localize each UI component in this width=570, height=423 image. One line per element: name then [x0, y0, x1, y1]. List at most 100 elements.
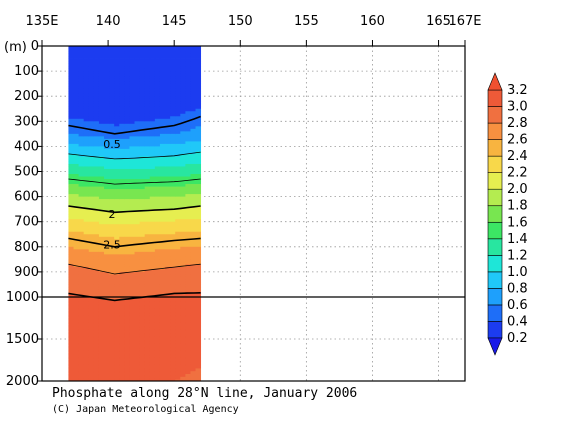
field-cell	[98, 58, 105, 62]
field-cell	[73, 375, 80, 378]
field-cell	[73, 313, 80, 316]
field-cell	[68, 244, 74, 248]
field-cell	[165, 289, 171, 293]
field-cell	[144, 304, 151, 306]
field-cell	[165, 186, 171, 190]
field-cell	[104, 136, 110, 140]
field-cell	[83, 209, 90, 213]
field-cell	[195, 330, 202, 333]
field-cell	[190, 276, 196, 280]
field-cell	[144, 336, 151, 338]
field-cell	[190, 224, 196, 228]
field-cell	[185, 88, 191, 92]
field-cell	[109, 113, 115, 117]
field-cell	[185, 101, 191, 105]
field-cell	[68, 371, 74, 373]
field-cell	[144, 334, 151, 337]
field-cell	[104, 239, 110, 243]
field-cell	[129, 325, 135, 327]
field-cell	[98, 151, 105, 155]
field-cell	[109, 375, 115, 378]
field-cell	[170, 196, 176, 200]
field-cell	[139, 229, 146, 233]
field-cell	[139, 357, 146, 359]
field-cell	[93, 234, 100, 238]
field-cell	[149, 96, 156, 100]
field-cell	[195, 319, 202, 322]
field-cell	[154, 214, 161, 218]
colorbar-segment	[487, 271, 503, 289]
field-cell	[129, 46, 135, 49]
field-cell	[73, 325, 80, 327]
field-cell	[83, 323, 90, 326]
field-cell	[180, 71, 186, 75]
field-cell	[165, 304, 171, 306]
field-cell	[88, 305, 95, 308]
field-cell	[144, 341, 151, 344]
field-cell	[114, 181, 120, 185]
y-tick-label: 100	[14, 64, 39, 79]
field-cell	[129, 106, 135, 110]
field-cell	[124, 286, 130, 290]
field-cell	[180, 131, 186, 135]
field-cell	[109, 226, 115, 230]
field-cell	[73, 51, 80, 54]
field-cell	[159, 320, 166, 323]
field-cell	[119, 313, 125, 316]
field-cell	[175, 281, 181, 285]
field-cell	[165, 249, 171, 253]
field-cell	[73, 249, 80, 253]
field-cell	[98, 372, 105, 375]
field-cell	[129, 332, 135, 334]
field-cell	[139, 351, 146, 354]
field-cell	[149, 343, 156, 345]
field-cell	[190, 184, 196, 187]
field-cell	[134, 96, 141, 100]
field-cell	[119, 369, 125, 372]
field-cell	[104, 133, 110, 137]
field-cell	[175, 266, 181, 270]
field-cell	[109, 346, 115, 348]
field-cell	[109, 256, 115, 260]
field-cell	[185, 343, 191, 345]
field-cell	[93, 357, 100, 359]
field-cell	[109, 186, 115, 190]
field-cell	[119, 362, 125, 365]
field-cell	[93, 322, 100, 324]
field-cell	[124, 214, 130, 218]
field-cell	[170, 374, 176, 376]
field-cell	[144, 234, 151, 238]
field-cell	[159, 181, 166, 185]
field-cell	[78, 191, 85, 195]
field-cell	[104, 98, 110, 102]
field-cell	[114, 302, 120, 305]
field-cell	[68, 357, 74, 359]
field-cell	[114, 286, 120, 290]
field-cell	[185, 348, 191, 351]
field-cell	[104, 266, 110, 270]
field-cell	[68, 73, 74, 77]
field-cell	[195, 374, 202, 376]
field-cell	[119, 221, 125, 225]
field-cell	[165, 96, 171, 100]
field-cell	[195, 372, 202, 375]
field-cell	[114, 204, 120, 208]
field-cell	[139, 306, 146, 309]
field-cell	[154, 201, 161, 205]
field-cell	[73, 301, 80, 303]
field-cell	[165, 276, 171, 280]
field-cell	[114, 221, 120, 225]
field-cell	[139, 76, 146, 80]
field-cell	[180, 327, 186, 330]
field-cell	[104, 128, 110, 132]
field-cell	[78, 156, 85, 160]
field-cell	[154, 236, 161, 240]
field-cell	[185, 78, 191, 82]
field-cell	[119, 136, 125, 140]
field-cell	[139, 360, 146, 362]
field-cell	[68, 101, 74, 105]
field-cell	[165, 332, 171, 334]
field-cell	[73, 259, 80, 263]
field-cell	[98, 361, 105, 364]
field-cell	[88, 361, 95, 364]
